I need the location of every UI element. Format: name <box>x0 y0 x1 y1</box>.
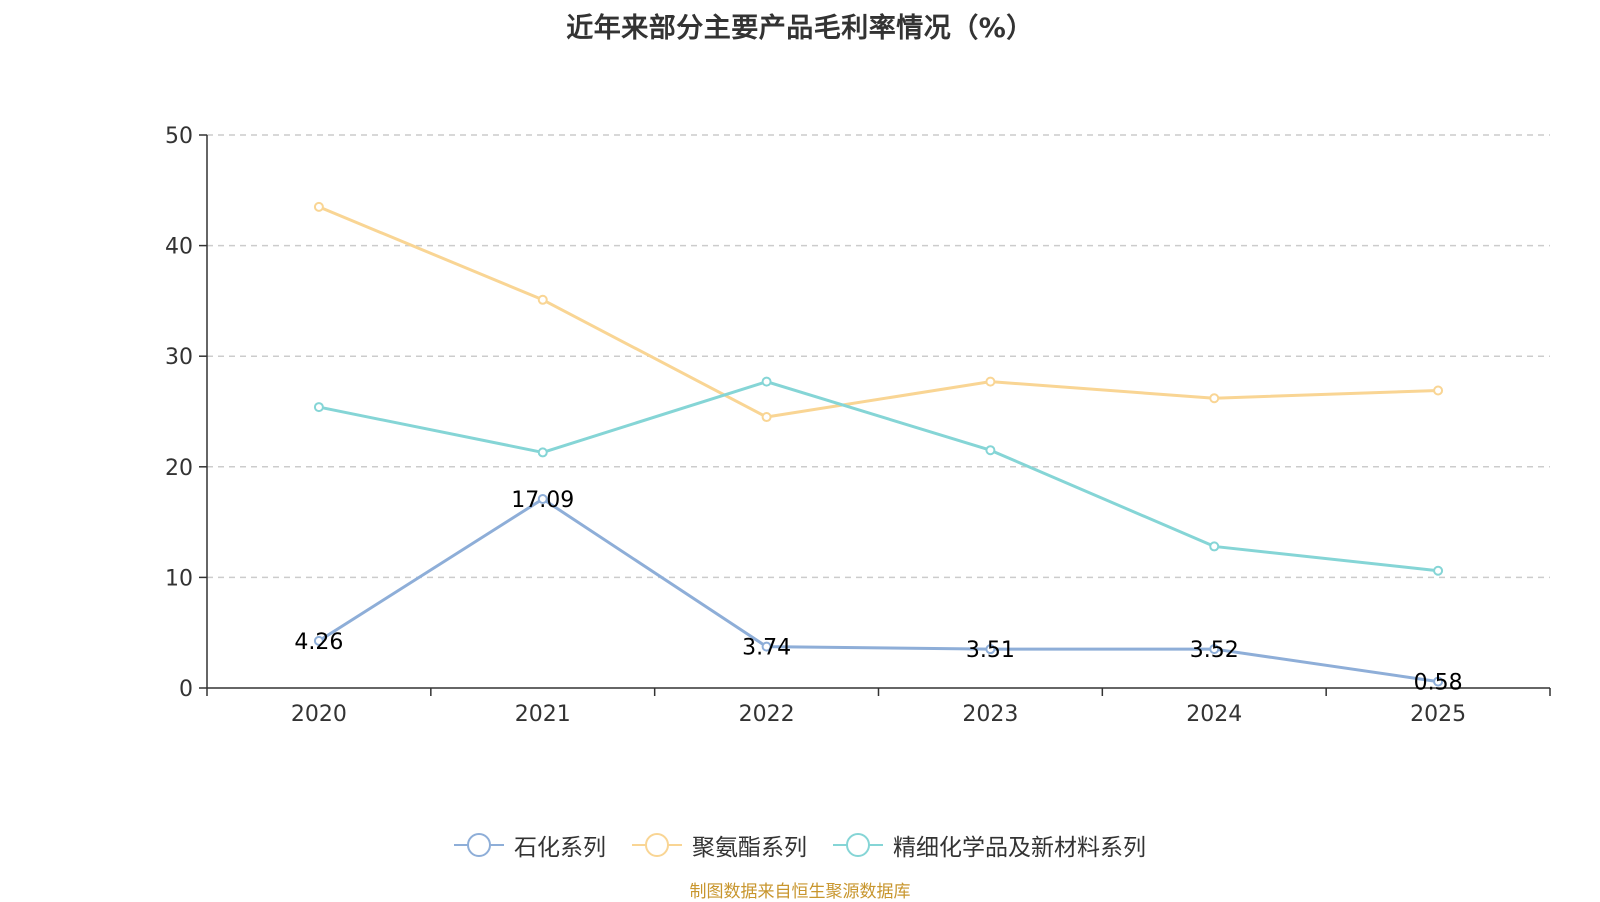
data-point[interactable] <box>537 493 548 504</box>
data-point[interactable] <box>761 412 772 423</box>
chart-title: 近年来部分主要产品毛利率情况（%） <box>566 13 1034 44</box>
data-point[interactable] <box>1433 385 1444 396</box>
x-tick-label: 2021 <box>515 702 571 727</box>
data-point[interactable] <box>313 402 324 413</box>
x-tick-label: 2020 <box>291 702 347 727</box>
legend-marker-icon <box>833 833 883 857</box>
x-tick-label: 2022 <box>739 702 795 727</box>
y-tick-label: 0 <box>179 677 193 702</box>
data-point[interactable] <box>1433 676 1444 687</box>
data-label: 3.74 <box>742 636 791 661</box>
legend-label: 聚氨酯系列 <box>692 835 807 861</box>
data-point[interactable] <box>761 376 772 387</box>
data-point[interactable] <box>1209 393 1220 404</box>
data-label: 4.26 <box>294 630 343 655</box>
data-point[interactable] <box>537 294 548 305</box>
data-point[interactable] <box>985 644 996 655</box>
legend-item-polyurethane[interactable]: 聚氨酯系列 <box>632 828 807 862</box>
legend: 石化系列 聚氨酯系列 精细化学品及新材料系列 <box>0 828 1600 862</box>
x-tick-label: 2024 <box>1186 702 1242 727</box>
legend-item-petrochemical[interactable]: 石化系列 <box>454 828 606 862</box>
series-line <box>318 205 1439 419</box>
data-point[interactable] <box>1209 644 1220 655</box>
data-point[interactable] <box>537 447 548 458</box>
legend-label: 精细化学品及新材料系列 <box>893 835 1146 861</box>
data-point[interactable] <box>761 641 772 652</box>
y-tick-label: 10 <box>165 566 193 591</box>
y-tick-label: 30 <box>165 345 193 370</box>
data-point[interactable] <box>313 201 324 212</box>
series-line <box>318 497 1439 684</box>
data-label: 0.58 <box>1414 671 1463 696</box>
data-label: 3.51 <box>966 638 1015 663</box>
source-note: 制图数据来自恒生聚源数据库 <box>689 882 911 902</box>
data-label: 3.52 <box>1190 638 1239 663</box>
y-tick-label: 50 <box>165 124 193 149</box>
series-line <box>318 380 1439 573</box>
data-point[interactable] <box>985 376 996 387</box>
data-point[interactable] <box>1433 565 1444 576</box>
data-point[interactable] <box>313 635 324 646</box>
y-tick-label: 40 <box>165 235 193 260</box>
legend-item-fine-chemicals[interactable]: 精细化学品及新材料系列 <box>833 828 1146 862</box>
legend-marker-icon <box>454 833 504 857</box>
legend-label: 石化系列 <box>514 835 606 861</box>
legend-marker-icon <box>632 833 682 857</box>
data-point[interactable] <box>985 445 996 456</box>
y-tick-label: 20 <box>165 456 193 481</box>
data-label: 17.09 <box>511 488 574 513</box>
x-tick-label: 2023 <box>962 702 1018 727</box>
x-tick-label: 2025 <box>1410 702 1466 727</box>
data-point[interactable] <box>1209 541 1220 552</box>
